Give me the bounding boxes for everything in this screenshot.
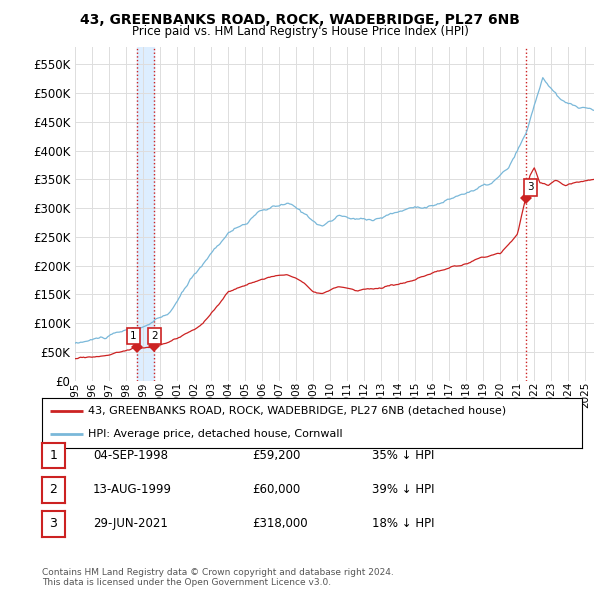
- Text: 43, GREENBANKS ROAD, ROCK, WADEBRIDGE, PL27 6NB: 43, GREENBANKS ROAD, ROCK, WADEBRIDGE, P…: [80, 13, 520, 27]
- Text: 18% ↓ HPI: 18% ↓ HPI: [372, 517, 434, 530]
- Text: 04-SEP-1998: 04-SEP-1998: [93, 449, 168, 462]
- Bar: [137, 47, 154, 381]
- Text: 2: 2: [151, 331, 158, 340]
- Text: 1: 1: [130, 331, 137, 341]
- Text: 39% ↓ HPI: 39% ↓ HPI: [372, 483, 434, 496]
- Text: 29-JUN-2021: 29-JUN-2021: [93, 517, 168, 530]
- Text: 35% ↓ HPI: 35% ↓ HPI: [372, 449, 434, 462]
- Text: £60,000: £60,000: [252, 483, 300, 496]
- Text: £59,200: £59,200: [252, 449, 301, 462]
- Text: 3: 3: [49, 517, 58, 530]
- Text: 3: 3: [527, 182, 534, 192]
- Text: 13-AUG-1999: 13-AUG-1999: [93, 483, 172, 496]
- Text: 43, GREENBANKS ROAD, ROCK, WADEBRIDGE, PL27 6NB (detached house): 43, GREENBANKS ROAD, ROCK, WADEBRIDGE, P…: [88, 406, 506, 416]
- Text: Price paid vs. HM Land Registry's House Price Index (HPI): Price paid vs. HM Land Registry's House …: [131, 25, 469, 38]
- Text: 2: 2: [49, 483, 58, 496]
- Text: 1: 1: [49, 449, 58, 462]
- Text: £318,000: £318,000: [252, 517, 308, 530]
- Text: Contains HM Land Registry data © Crown copyright and database right 2024.
This d: Contains HM Land Registry data © Crown c…: [42, 568, 394, 587]
- Text: HPI: Average price, detached house, Cornwall: HPI: Average price, detached house, Corn…: [88, 430, 343, 440]
